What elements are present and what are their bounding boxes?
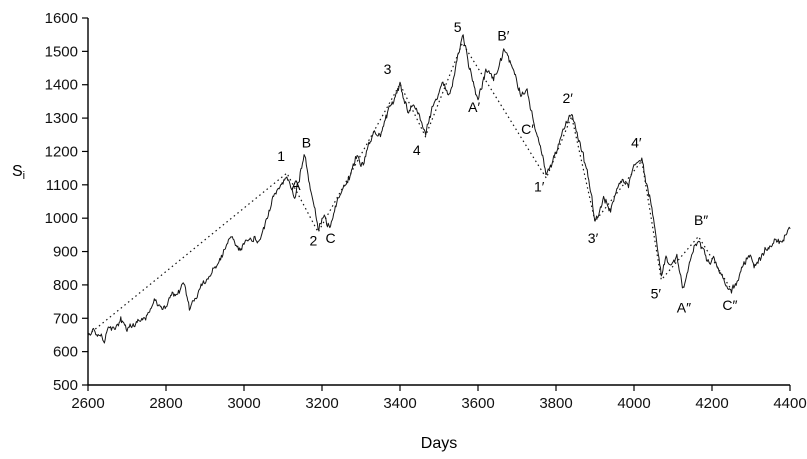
y-axis-title: Si [12, 163, 25, 182]
y-axis-title-main: S [12, 163, 23, 180]
wave-label-2-prime: 2′ [562, 90, 573, 106]
wave-label-b-dblprime: B″ [694, 212, 708, 228]
wave-label-c-prime: C′ [521, 121, 534, 137]
wave-label-c: C [326, 230, 336, 246]
y-tick-label: 1200 [45, 143, 78, 160]
x-tick-label: 3200 [305, 395, 338, 412]
y-tick-label: 1400 [45, 77, 78, 94]
wave-label-3-prime: 3′ [588, 230, 599, 246]
x-tick-label: 2800 [149, 395, 182, 412]
wave-label-2: 2 [310, 233, 318, 249]
x-tick-label: 2600 [71, 395, 104, 412]
wave-label-4: 4 [413, 142, 421, 158]
elliott-trend-dotted-line [87, 41, 733, 336]
y-tick-label: 800 [53, 277, 78, 294]
wave-label-3: 3 [384, 61, 392, 77]
y-tick-label: 1600 [45, 10, 78, 27]
y-tick-label: 1300 [45, 110, 78, 127]
y-tick-label: 700 [53, 310, 78, 327]
wave-label-a-dblprime: A″ [677, 299, 691, 315]
wave-label-5-prime: 5′ [651, 285, 662, 301]
wave-label-a: A [291, 177, 301, 193]
x-tick-label: 3400 [383, 395, 416, 412]
y-tick-label: 500 [53, 377, 78, 394]
x-tick-label: 3600 [461, 395, 494, 412]
wave-labels-group: 1A B 2 C 3 4 5 A′ B′ C′ 1′ 2′ 3′ 4′ 5′ A″ B″ C″ [277, 19, 737, 315]
wave-label-c-dblprime: C″ [722, 297, 737, 313]
wave-label-1: 1 [277, 148, 285, 164]
wave-label-5: 5 [454, 19, 462, 35]
x-tick-label: 4400 [773, 395, 806, 412]
y-tick-label: 1500 [45, 43, 78, 60]
series-group [87, 34, 791, 344]
y-tick-label: 1000 [45, 210, 78, 227]
price-series-line [87, 34, 791, 344]
x-axis-title: Days [421, 435, 457, 452]
axes: 500 600 700 800 900 1000 1100 1200 1300 1400 1500 1… [45, 10, 807, 412]
wave-label-b-prime: B′ [497, 28, 509, 44]
y-tick-label: 600 [53, 344, 78, 361]
wave-label-1-prime: 1′ [534, 179, 545, 195]
wave-label-b: B [302, 135, 311, 151]
x-tick-label: 3000 [227, 395, 260, 412]
wave-label-a-prime: A′ [468, 99, 480, 115]
x-tick-label: 4000 [617, 395, 650, 412]
x-tick-label: 3800 [539, 395, 572, 412]
wave-label-4-prime: 4′ [631, 135, 642, 151]
y-tick-label: 900 [53, 244, 78, 261]
y-axis-title-subscript: i [23, 170, 25, 182]
x-tick-label: 4200 [695, 395, 728, 412]
y-tick-label: 1100 [46, 177, 78, 194]
